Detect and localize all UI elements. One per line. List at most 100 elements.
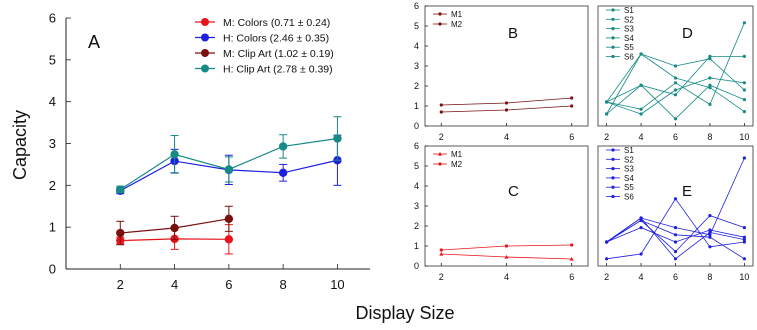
data-point [504, 255, 509, 259]
data-point [673, 88, 678, 92]
x-tick-label: 4 [504, 272, 509, 282]
legend-entry: M2 [451, 160, 463, 169]
data-point [742, 110, 746, 114]
legend-swatch-marker [201, 49, 209, 57]
y-tick-label: 2 [414, 221, 419, 231]
series-e-5 [605, 156, 746, 244]
panel-d [597, 5, 754, 127]
data-point [504, 244, 509, 248]
data-point [439, 110, 443, 114]
data-point [639, 252, 643, 256]
data-point [708, 233, 712, 237]
data-point [278, 142, 288, 151]
data-point [742, 235, 746, 239]
legend-entry: M: Clip Art (1.02 ± 0.19) [223, 48, 334, 60]
panel-letter-b: B [508, 25, 518, 42]
y-tick-label: 5 [414, 21, 419, 31]
legend-entry: H: Clip Art (2.78 ± 0.39) [223, 64, 333, 76]
data-point [708, 235, 712, 239]
series-a-2 [116, 205, 234, 246]
data-point [639, 83, 643, 87]
series-e-3 [605, 218, 746, 261]
data-point [439, 248, 443, 252]
y-tick-label: 5 [49, 52, 56, 67]
data-point [673, 81, 678, 85]
x-tick-label: 2 [439, 132, 444, 142]
data-point [224, 214, 234, 223]
legend-entry: S5 [624, 183, 634, 192]
legend-entry: M2 [451, 20, 463, 29]
data-point [708, 245, 712, 249]
legend-entry: S3 [624, 25, 634, 34]
legend-swatch-marker [611, 185, 615, 189]
panel-e-frame [597, 145, 754, 267]
data-point [673, 64, 678, 68]
y-tick-label: 1 [414, 241, 419, 251]
data-point [673, 76, 678, 80]
data-point [673, 197, 678, 201]
data-point [673, 240, 678, 244]
y-tick-label: 4 [414, 181, 419, 191]
data-point [673, 250, 678, 254]
legend-entry: S1 [624, 6, 634, 15]
legend-swatch-marker [611, 45, 615, 49]
legend-entry: S4 [624, 34, 634, 43]
data-point [504, 108, 509, 112]
legend-entry: S1 [624, 146, 634, 155]
figure-x-axis-label: Display Size [355, 303, 454, 323]
data-point [439, 252, 444, 256]
series-c-0 [439, 252, 574, 261]
data-point [570, 104, 574, 108]
data-point [570, 96, 574, 100]
data-point [639, 112, 643, 116]
panel-letter-c: C [508, 183, 519, 200]
y-tick-label: 0 [414, 261, 419, 271]
legend-swatch-marker [611, 36, 615, 40]
data-point [742, 240, 746, 244]
x-tick-label: 2 [604, 132, 609, 142]
legend-entry: M1 [451, 10, 463, 19]
x-tick-label: 6 [569, 272, 574, 282]
data-point [708, 76, 712, 80]
x-tick-label: 4 [639, 132, 644, 142]
y-tick-label: 0 [414, 121, 419, 131]
x-tick-label: 8 [707, 132, 712, 142]
x-tick-label: 4 [639, 272, 644, 282]
x-tick-label: 8 [280, 277, 287, 292]
data-point [224, 165, 234, 174]
legend-entry: M: Colors (0.71 ± 0.24) [223, 17, 330, 29]
y-tick-label: 4 [414, 41, 419, 51]
data-point [708, 214, 712, 218]
x-tick-label: 10 [739, 272, 749, 282]
data-point [570, 243, 574, 247]
legend-swatch-marker [438, 162, 442, 166]
data-point [742, 257, 746, 261]
data-point [708, 86, 712, 90]
panel-a [65, 17, 370, 270]
legend-entry: S2 [624, 155, 634, 164]
data-point [116, 228, 125, 238]
legend-swatch-marker [438, 12, 442, 16]
data-point [278, 168, 288, 177]
data-point [708, 228, 712, 232]
data-point [742, 54, 746, 59]
legend-swatch-marker [201, 18, 209, 26]
axes-layer [65, 5, 754, 270]
panel-e [597, 145, 754, 267]
data-point [605, 112, 609, 116]
x-tick-label: 6 [673, 132, 678, 142]
data-point [708, 54, 712, 59]
legend-swatch-marker [611, 8, 615, 12]
legend-entry: S6 [624, 193, 634, 202]
series-a-3 [116, 116, 342, 194]
panel-letter-e: E [682, 183, 692, 200]
x-tick-label: 4 [504, 132, 509, 142]
y-tick-label: 3 [414, 201, 419, 211]
legend-entry: M1 [451, 150, 463, 159]
series-b-1 [439, 104, 574, 114]
data-point [170, 223, 179, 233]
legend-swatch-marker [611, 54, 615, 59]
data-point [639, 107, 643, 111]
y-tick-label: 1 [49, 220, 56, 235]
